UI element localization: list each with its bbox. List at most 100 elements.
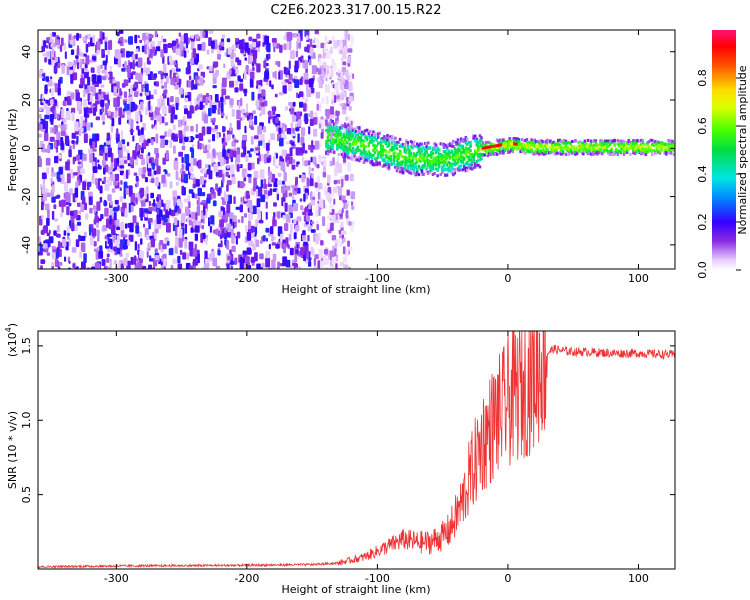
spectrogram-cell bbox=[277, 61, 281, 67]
spectrogram-cell bbox=[256, 33, 261, 39]
spectrogram-cell bbox=[256, 198, 261, 208]
spectrogram-cell bbox=[560, 148, 563, 152]
spectrogram-cell bbox=[239, 259, 244, 269]
spectrogram-cell bbox=[153, 53, 156, 57]
spectrogram-cell bbox=[602, 144, 605, 148]
spectrogram-cell bbox=[169, 208, 172, 216]
spectrogram-cell bbox=[348, 246, 353, 251]
spectrogram-cell bbox=[391, 146, 394, 150]
spectrogram-cell bbox=[265, 257, 271, 268]
spectrogram-cell bbox=[431, 148, 435, 152]
spectrogram-cell bbox=[144, 83, 149, 93]
spectrogram-cell bbox=[331, 137, 334, 141]
spectrogram-cell bbox=[632, 147, 635, 151]
spectrogram-cell bbox=[671, 145, 674, 149]
spectrogram-cell bbox=[436, 155, 439, 159]
spectrogram-cell bbox=[82, 181, 86, 191]
spectrogram-cell bbox=[638, 147, 641, 151]
spectrogram-cell bbox=[183, 136, 189, 142]
spectrogram-cell bbox=[161, 214, 166, 220]
spectrogram-cell bbox=[234, 87, 239, 93]
spectrogram-cell bbox=[345, 210, 349, 219]
spectrogram-cell bbox=[133, 91, 139, 97]
spectrogram-cell bbox=[445, 168, 449, 172]
spectrogram-cell bbox=[135, 175, 139, 182]
spectrogram-cell bbox=[474, 149, 477, 153]
spectrogram-cell bbox=[176, 76, 179, 84]
spectrogram-cell bbox=[328, 146, 331, 149]
spectrogram-cell bbox=[582, 149, 585, 153]
spectrogram-cell bbox=[261, 262, 265, 268]
spectrogram-cell bbox=[137, 243, 140, 250]
spectrogram-cell bbox=[273, 156, 276, 166]
spectrogram-cell bbox=[184, 223, 188, 234]
snr-scale-label: (x104) bbox=[4, 323, 19, 357]
spectrogram-cell bbox=[265, 237, 268, 242]
spectrogram-cell bbox=[263, 60, 267, 69]
spectrogram-cell bbox=[54, 39, 60, 46]
spectrogram-cell bbox=[665, 148, 668, 152]
spectrogram-cell bbox=[344, 152, 347, 156]
spectrogram-cell bbox=[237, 147, 240, 155]
spectrogram-cell bbox=[320, 119, 325, 129]
spectrogram-cell bbox=[116, 53, 122, 59]
spectrogram-cell bbox=[544, 150, 547, 154]
spectrogram-cell bbox=[258, 106, 261, 111]
spectrogram-cell bbox=[114, 110, 118, 118]
spectrogram-cell bbox=[358, 129, 361, 133]
spectrogram-cell bbox=[49, 114, 54, 122]
spectrogram-cell bbox=[431, 160, 435, 164]
spectrogram-cell bbox=[152, 162, 155, 170]
spectrogram-cell bbox=[613, 138, 616, 142]
spectrogram-cell bbox=[318, 206, 321, 216]
spectrogram-cell bbox=[425, 170, 428, 174]
spectrogram-cell bbox=[81, 68, 85, 74]
spectrogram-cell bbox=[212, 257, 218, 267]
spectrogram-cell bbox=[307, 225, 312, 232]
spectrogram-cell bbox=[365, 128, 369, 132]
spectrogram-cell bbox=[106, 132, 111, 139]
spectrogram-cell bbox=[282, 215, 286, 220]
spectrogram-cell bbox=[506, 139, 510, 143]
spectrogram-cell bbox=[384, 142, 388, 146]
spectrogram-cell bbox=[339, 103, 344, 107]
spectrogram-cell bbox=[477, 152, 480, 156]
spectrogram-cell bbox=[391, 162, 394, 166]
spectrogram-cell bbox=[87, 76, 91, 86]
spectrogram-cell bbox=[227, 148, 230, 154]
spectrogram-cell bbox=[192, 158, 197, 166]
spectrogram-cell bbox=[285, 141, 290, 145]
spectrogram-cell bbox=[116, 226, 121, 231]
spectrogram-cell bbox=[301, 174, 305, 183]
spectrogram-cell bbox=[466, 137, 469, 141]
spectrogram-cell bbox=[258, 85, 262, 93]
spectrogram-cell bbox=[46, 51, 51, 57]
spectrogram-cell bbox=[602, 142, 605, 146]
spectrogram-cell bbox=[665, 146, 668, 150]
spectrogram-cell bbox=[259, 240, 263, 244]
spectrogram-cell bbox=[549, 150, 552, 154]
spectrogram-cell bbox=[406, 165, 410, 169]
spectrogram-cell bbox=[461, 146, 464, 150]
spectrogram-cell bbox=[343, 264, 349, 269]
spectrogram-cell bbox=[447, 169, 450, 173]
spectrogram-cell bbox=[66, 90, 71, 96]
spectrogram-cell bbox=[401, 145, 405, 149]
spectrogram-cell bbox=[389, 137, 392, 141]
spectrogram-cell bbox=[51, 172, 56, 177]
spectrogram-cell bbox=[333, 151, 336, 154]
spectrogram-cell bbox=[577, 140, 580, 144]
spectrogram-cell bbox=[575, 150, 579, 154]
spectrogram-cell bbox=[159, 95, 164, 100]
spectrogram-cell bbox=[475, 143, 478, 147]
spectrogram-cell bbox=[57, 87, 61, 96]
spectrogram-cell bbox=[165, 211, 170, 219]
spectrogram-cell bbox=[61, 199, 66, 207]
spectrogram-cell bbox=[265, 81, 271, 86]
spectrogram-cell bbox=[175, 170, 179, 180]
spectrogram-cell bbox=[86, 182, 90, 191]
spectrogram-cell bbox=[250, 71, 255, 80]
spectrogram-cell bbox=[266, 157, 271, 163]
spectrogram-cell bbox=[50, 120, 54, 125]
spectrogram-cell bbox=[585, 147, 588, 151]
